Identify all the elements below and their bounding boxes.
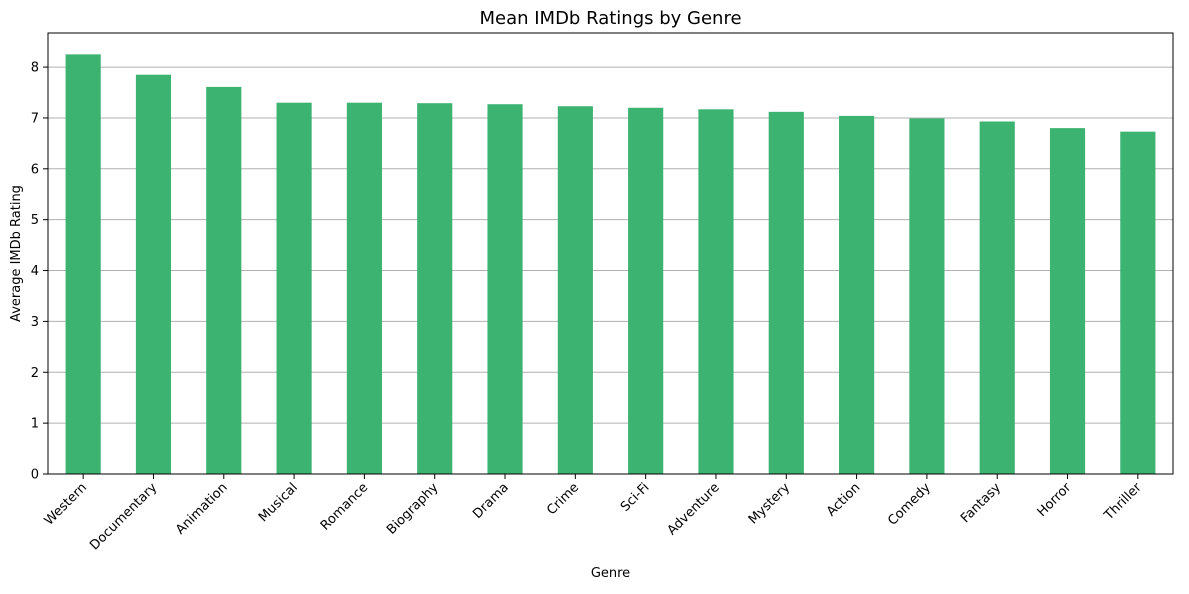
plot-frame	[47, 32, 1174, 475]
x-tick-label: Documentary	[87, 480, 160, 553]
bar-horror	[1049, 128, 1086, 474]
y-tick-label: 1	[31, 417, 39, 432]
bar-mystery	[768, 111, 804, 475]
x-tick-label: Action	[824, 480, 863, 519]
y-tick-label: 4	[31, 264, 39, 279]
x-tick-label: Drama	[470, 480, 512, 522]
y-axis-label: Average IMDb Rating	[9, 185, 24, 322]
x-tick-label: Horror	[1035, 480, 1075, 520]
bar-drama	[487, 104, 523, 475]
y-tick-label: 8	[31, 61, 39, 76]
axes	[47, 32, 1174, 475]
bars	[65, 54, 1156, 475]
chart-title: Mean IMDb Ratings by Genre	[479, 8, 741, 29]
x-tick-label: Thriller	[1101, 480, 1145, 524]
y-tick-label: 7	[31, 111, 39, 126]
bar-crime	[557, 106, 593, 475]
bar-comedy	[909, 118, 945, 475]
x-tick-label: Western	[42, 480, 90, 528]
x-tick-label: Mystery	[746, 480, 793, 527]
y-tick-label: 3	[31, 315, 39, 330]
bar-action	[839, 115, 875, 474]
bar-musical	[276, 102, 312, 474]
x-tick-label: Sci-Fi	[618, 480, 653, 515]
bar-fantasy	[979, 121, 1015, 474]
x-axis-label: Genre	[591, 566, 630, 581]
y-tick-label: 5	[31, 213, 39, 228]
x-tick-label: Romance	[318, 480, 371, 533]
bar-sci-fi	[628, 107, 664, 474]
bar-biography	[417, 103, 453, 474]
y-tick-label: 6	[31, 162, 39, 177]
bar-western	[65, 54, 101, 475]
bar-animation	[206, 86, 242, 474]
bar-documentary	[135, 74, 172, 474]
y-axis-ticks: 0 1 2 3 4 5 6 7 8	[31, 61, 48, 483]
x-tick-label: Fantasy	[958, 480, 1004, 526]
x-tick-label: Adventure	[665, 480, 723, 538]
y-tick-label: 2	[31, 366, 39, 381]
bar-romance	[346, 102, 382, 474]
x-tick-label: Crime	[544, 480, 582, 518]
x-tick-label: Animation	[173, 480, 230, 537]
x-tick-label: Biography	[384, 480, 442, 538]
bar-thriller	[1120, 131, 1156, 474]
x-tick-label: Musical	[256, 480, 301, 525]
x-tick-label: Comedy	[885, 480, 934, 529]
y-tick-label: 0	[31, 468, 39, 483]
bar-adventure	[698, 109, 734, 474]
